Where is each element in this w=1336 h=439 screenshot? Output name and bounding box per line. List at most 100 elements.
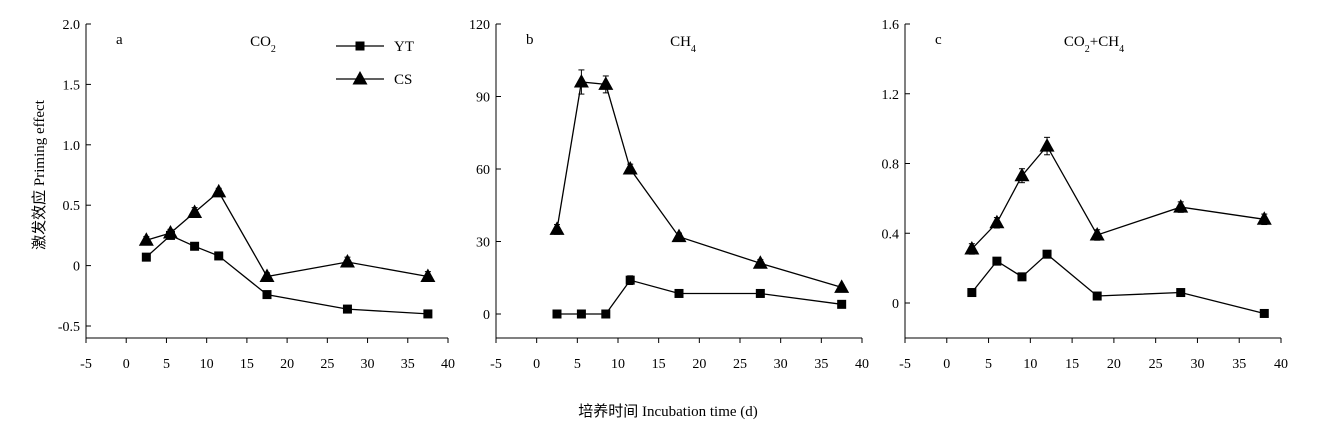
legend-label: CS [394,72,412,88]
x-tick-label: 35 [401,357,415,372]
x-axis-title: 培养时间 Incubation time (d) [578,403,758,420]
y-tick-label: 0.8 [882,158,900,173]
y-axis-title: 激发效应 Priming effect [30,99,48,250]
series-line-cs [146,190,429,278]
data-point-cs [339,253,355,268]
data-point-yt [342,304,352,314]
panel-b: -5 0 5 10 15 20 25 30 35 40 0 30 60 90 120 b CH4 [469,18,869,372]
series-line-yt [145,234,428,315]
x-tick-label: -5 [80,357,92,372]
series-cs [964,136,1272,255]
panel-c: -5 0 5 10 15 20 25 30 35 40 0 0.4 0.8 1.2 1.6 c CO2+CH4 [882,18,1289,372]
x-tick-label: 30 [774,357,788,372]
y-tick-label: 120 [469,18,490,33]
data-point-cs [1173,199,1189,213]
data-point-yt [1259,308,1269,318]
data-point-cs [1256,211,1272,225]
y-tick-label: 1.0 [63,139,81,154]
y-tick-label: 60 [476,163,490,178]
data-point-cs [1014,167,1030,182]
y-tick-label: 2.0 [63,18,81,33]
data-point-yt [674,288,684,298]
panel-title: CO2+CH4 [1064,34,1124,55]
data-point-yt [1017,272,1027,282]
x-tick-label: -5 [899,357,911,372]
x-tick-label: 20 [1107,357,1121,372]
data-point-cs [989,214,1005,229]
panel-letter: b [526,32,534,48]
y-tick-label: 90 [476,91,490,106]
data-point-cs [834,279,850,293]
x-tick-label: 15 [240,357,254,372]
legend-marker-triangle [352,71,368,85]
y-tick-label: 0 [73,260,80,275]
y-tick-label: 0 [892,297,899,312]
x-tick-label: 40 [1274,357,1288,372]
data-point-yt [552,309,562,319]
data-point-cs [549,221,565,235]
series-line-cs [971,144,1265,250]
data-point-yt [625,275,635,285]
series-line-yt [557,279,842,315]
y-tick-label: 1.6 [882,18,900,33]
data-point-yt [214,251,224,261]
x-tick-label: 5 [163,357,170,372]
data-point-cs [964,240,980,255]
panel-letter: a [116,32,123,48]
data-point-yt [992,256,1002,266]
data-point-yt [190,241,200,251]
panel-title: CO2 [250,34,276,55]
x-tick-label: 40 [855,357,869,372]
x-tick-label: 5 [985,357,992,372]
x-tick-label: 0 [533,357,540,372]
x-tick-label: 15 [652,357,666,372]
data-point-yt [1042,249,1052,259]
y-tick-label: 0 [483,308,490,323]
x-tick-label: -5 [490,357,502,372]
data-point-cs [138,232,154,246]
x-tick-label: 35 [814,357,828,372]
data-point-cs [259,268,275,282]
data-point-cs [1039,138,1055,152]
x-tick-label: 35 [1232,357,1246,372]
y-tick-label: 0.4 [882,227,900,242]
data-point-yt [141,252,151,262]
data-point-cs [573,74,589,88]
series-line-yt [971,253,1265,315]
data-point-yt [1176,288,1186,298]
y-tick-label: 1.5 [63,78,81,93]
x-tick-label: 25 [733,357,747,372]
series-yt [967,249,1269,318]
data-point-yt [837,299,847,309]
x-tick-label: 30 [1190,357,1204,372]
legend-marker-square [355,41,365,51]
data-point-cs [420,268,436,282]
data-point-yt [967,288,977,298]
x-tick-label: 30 [361,357,375,372]
x-tick-label: 0 [123,357,130,372]
x-tick-label: 10 [611,357,625,372]
y-tick-label: -0.5 [58,320,80,335]
panels: -5 0 5 10 15 20 25 30 35 40 -0.5 0 0.5 1.0 1.5 2.0 a CO2 Y… [58,18,1288,372]
x-tick-label: 10 [200,357,214,372]
data-point-cs [211,183,227,198]
x-tick-label: 25 [1149,357,1163,372]
data-point-cs [671,228,687,243]
series-yt [552,275,847,319]
x-tick-label: 5 [574,357,581,372]
x-tick-label: 15 [1065,357,1079,372]
y-tick-label: 30 [476,236,490,251]
data-point-cs [622,161,638,175]
data-point-cs [752,255,768,269]
series-yt [141,230,433,319]
y-tick-label: 1.2 [882,88,900,103]
data-point-yt [262,290,272,300]
y-tick-label: 0.5 [63,199,81,214]
data-point-cs [187,204,203,218]
series-line-cs [556,81,842,289]
x-tick-label: 20 [280,357,294,372]
data-point-yt [1092,291,1102,301]
data-point-yt [755,288,765,298]
x-tick-label: 20 [692,357,706,372]
